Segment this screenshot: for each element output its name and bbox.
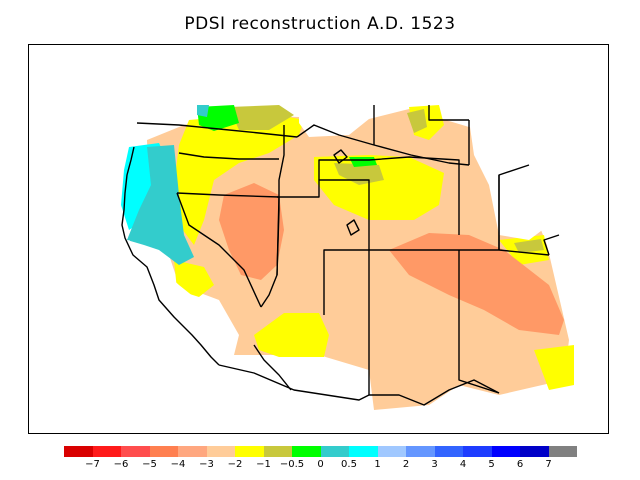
pdsi-region-teal-coast [127,145,194,265]
legend-label: −2 [227,459,243,470]
legend-swatch [263,446,292,457]
border-co-nm [369,249,550,256]
border-nm-tx [458,250,500,394]
border-canada-west [136,122,298,138]
pdsi-region-severe-southwest [389,233,564,335]
legend-color-bar [64,446,577,457]
legend-swatch [121,446,150,457]
legend-swatch [463,446,492,457]
pdsi-region-cyan-north [197,105,209,117]
pdsi-region-olive-north [229,105,294,130]
legend-label: −6 [113,459,129,470]
legend-label: −5 [142,459,157,470]
border-nevada [176,192,280,308]
legend-label: −4 [170,459,186,470]
legend-swatch [206,446,235,457]
border-or-wa [178,152,279,160]
border-colorado-east [543,234,560,256]
legend-label: 1 [374,459,381,470]
pdsi-region-yellow-south [254,313,329,357]
legend-swatch [434,446,463,457]
legend-swatch [235,446,264,457]
legend-swatch [349,446,378,457]
legend-label: 3 [431,459,438,470]
legend-swatch [178,446,207,457]
pdsi-map [119,105,574,433]
pdsi-region-blank-baja [119,240,369,433]
map-boundaries [121,105,560,406]
legend-label: 0.5 [341,459,357,470]
border-utah [277,179,370,315]
legend-label: 5 [488,459,495,470]
legend-swatch [491,446,520,457]
pdsi-region-severe-nevada [219,183,284,280]
legend-label: 6 [516,459,524,470]
lake-yellowstone [333,149,348,164]
legend-label: 2 [402,459,410,470]
pdsi-region-olive-mt [407,109,427,133]
legend-swatch [292,446,321,457]
legend-label: −3 [199,459,214,470]
legend-swatch [520,446,549,457]
border-dakota [468,120,500,250]
legend-swatch [149,446,178,457]
legend-swatch [406,446,435,457]
legend-labels: −7 −6 −5 −4 −3 −2 −1 −0.5 0 0.5 1 2 3 4 5 6 7 [64,457,577,473]
legend-label: −7 [85,459,100,470]
legend-swatch [92,446,121,457]
gulf-california-coast [253,344,292,391]
pdsi-region-yellow-southeast [534,345,574,390]
border-ca-nv-diagonal [176,192,262,308]
lake-great-salt [346,219,360,236]
border-montana-inner [373,105,469,145]
pdsi-legend: −7 −6 −5 −4 −3 −2 −1 −0.5 0 0.5 1 2 3 4 5 6 7 [64,446,577,476]
border-wy-co [318,156,460,235]
legend-label: −0.5 [279,459,305,470]
legend-label: 7 [545,459,552,470]
legend-label: 0 [317,459,324,470]
map-frame [28,44,609,434]
pdsi-region-yellow-cal [174,260,214,297]
coastline-west [121,146,220,366]
legend-swatch [64,446,93,457]
pdsi-region-blank-plains [469,115,549,240]
map-title: PDSI reconstruction A.D. 1523 [184,14,456,34]
pdsi-region-olive-east [514,239,544,253]
border-mexico [218,364,500,406]
legend-label: 4 [459,459,467,470]
legend-swatch [377,446,406,457]
legend-swatch [320,446,349,457]
legend-swatch [548,446,577,457]
pdsi-region-olive-wyoming [334,163,384,185]
pdsi-region-blank-north [299,105,369,137]
pdsi-region-yellow-north [174,113,304,245]
legend-label: −1 [256,459,271,470]
